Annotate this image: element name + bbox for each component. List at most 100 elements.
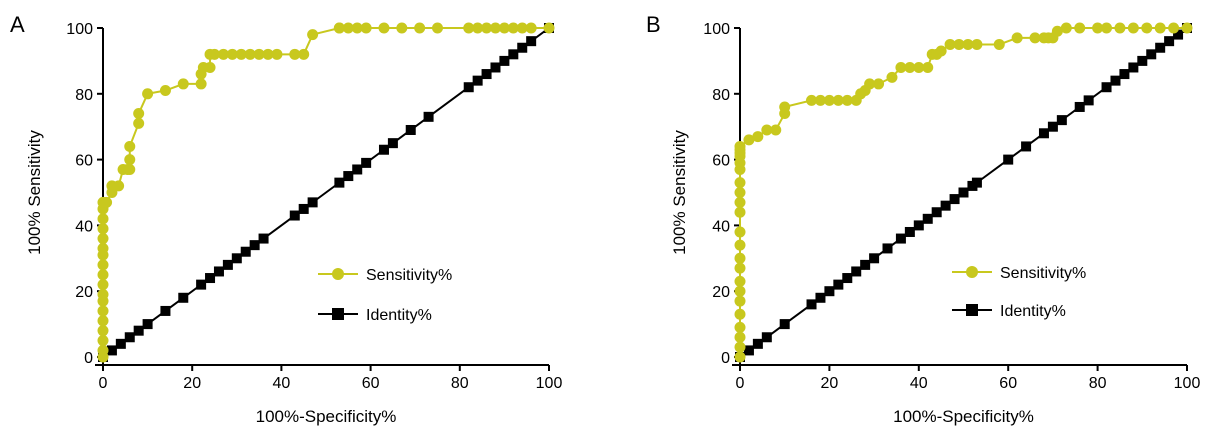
data-point-sensitivity (734, 226, 746, 238)
x-tick-label: 0 (99, 375, 108, 392)
data-point-sensitivity (113, 180, 125, 192)
data-point-sensitivity (734, 196, 746, 208)
data-point-identity (833, 279, 844, 290)
data-point-identity (378, 144, 389, 155)
data-point-sensitivity (832, 94, 844, 106)
data-point-identity (258, 233, 269, 244)
data-point-identity (1021, 141, 1032, 152)
data-point-sensitivity (1114, 22, 1126, 34)
y-tick-label: 40 (712, 218, 730, 235)
data-point-identity (1137, 55, 1148, 66)
data-point-sensitivity (761, 124, 773, 136)
data-point-identity (1056, 115, 1067, 126)
data-point-sensitivity (944, 38, 956, 50)
y-axis-title: 100% Sensitivity (670, 130, 689, 255)
data-point-sensitivity (734, 239, 746, 251)
data-point-sensitivity (97, 288, 109, 300)
data-point-identity (1110, 75, 1121, 86)
data-point-identity (1101, 82, 1112, 93)
data-point-sensitivity (516, 22, 528, 34)
data-point-identity (761, 332, 772, 343)
data-point-sensitivity (97, 233, 109, 245)
y-tick-label: 40 (75, 218, 93, 235)
data-point-sensitivity (360, 22, 372, 34)
data-point-sensitivity (734, 206, 746, 218)
legend-label: Sensitivity% (1000, 265, 1086, 282)
data-point-identity (895, 233, 906, 244)
data-point-sensitivity (262, 48, 274, 60)
data-point-sensitivity (734, 321, 746, 333)
data-point-sensitivity (97, 279, 109, 291)
data-point-identity (922, 213, 933, 224)
data-point-identity (860, 259, 871, 270)
legend-marker-identity (332, 308, 344, 320)
x-tick-label: 20 (821, 375, 839, 392)
data-point-sensitivity (806, 94, 818, 106)
data-point-identity (913, 220, 924, 231)
data-point-sensitivity (226, 48, 238, 60)
data-point-sensitivity (97, 325, 109, 337)
x-axis-title: 100%-Specificity% (893, 407, 1034, 426)
data-point-sensitivity (378, 22, 390, 34)
data-point-sensitivity (97, 213, 109, 225)
data-point-identity (869, 253, 880, 264)
chart-panel-a: A 0 20 40 60 80 100 0 20 40 60 80 100 100%-Specificit… (10, 12, 562, 426)
data-point-sensitivity (734, 275, 746, 287)
data-point-sensitivity (1141, 22, 1153, 34)
data-point-sensitivity (333, 22, 345, 34)
data-point-sensitivity (289, 48, 301, 60)
data-point-sensitivity (1092, 22, 1104, 34)
y-tick-label: 80 (75, 87, 93, 104)
data-point-sensitivity (481, 22, 493, 34)
x-tick-label: 60 (999, 375, 1017, 392)
x-tick-label: 80 (1089, 375, 1107, 392)
data-point-sensitivity (209, 48, 220, 60)
data-point-identity (463, 82, 474, 93)
data-point-identity (405, 124, 416, 135)
data-point-sensitivity (814, 94, 826, 106)
data-point-identity (240, 246, 251, 257)
data-point-identity (160, 305, 171, 316)
x-tick-label: 0 (736, 375, 745, 392)
data-point-sensitivity (472, 22, 484, 34)
data-point-sensitivity (133, 117, 145, 129)
data-point-identity (178, 292, 189, 303)
data-point-sensitivity (177, 78, 189, 90)
data-point-sensitivity (962, 38, 974, 50)
data-point-sensitivity (133, 108, 145, 120)
data-point-sensitivity (1168, 22, 1180, 34)
data-point-sensitivity (734, 331, 746, 343)
data-point-identity (1074, 101, 1085, 112)
data-point-identity (289, 210, 300, 221)
data-point-identity (298, 203, 309, 214)
y-tick-label: 20 (75, 284, 93, 301)
data-point-sensitivity (734, 177, 746, 189)
data-point-sensitivity (1181, 22, 1193, 34)
data-point-sensitivity (97, 223, 109, 235)
data-point-sensitivity (525, 22, 537, 34)
data-point-identity (1155, 42, 1166, 53)
x-tick-label: 80 (451, 375, 469, 392)
data-point-identity (940, 200, 951, 211)
data-point-identity (352, 164, 363, 175)
x-tick-label: 100 (536, 375, 563, 392)
legend: Sensitivity% Identity% (952, 265, 1086, 320)
data-point-sensitivity (432, 22, 443, 34)
data-point-identity (882, 243, 893, 254)
data-point-identity (1047, 121, 1058, 132)
data-point-sensitivity (913, 61, 925, 73)
data-point-identity (743, 345, 754, 356)
legend-label: Identity% (1000, 303, 1066, 320)
data-point-identity (1146, 49, 1157, 60)
x-tick-label: 20 (183, 375, 201, 392)
legend-marker-sensitivity (966, 266, 978, 278)
data-point-identity (851, 266, 862, 277)
data-point-sensitivity (743, 134, 755, 146)
data-point-identity (343, 171, 354, 182)
data-point-sensitivity (1029, 32, 1041, 44)
data-point-sensitivity (396, 22, 408, 34)
data-point-sensitivity (1011, 32, 1023, 44)
data-point-identity (142, 319, 153, 330)
data-point-identity (806, 299, 817, 310)
